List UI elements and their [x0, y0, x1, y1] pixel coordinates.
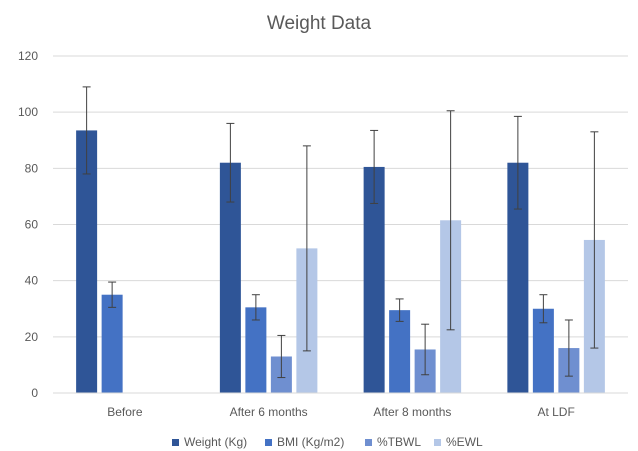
bar-2-3 — [389, 310, 411, 393]
legend-item: %EWL — [434, 435, 483, 449]
bar-2-1 — [101, 294, 123, 393]
x-category-label: Before — [107, 405, 143, 419]
legend-item: %TBWL — [365, 435, 421, 449]
error-bar-1-1 — [82, 86, 91, 175]
error-bar-2-3 — [395, 298, 404, 322]
legend-label: %EWL — [446, 435, 483, 449]
error-bar-2-4 — [539, 294, 548, 324]
legend-item: Weight (Kg) — [172, 435, 247, 449]
error-bar-2-1 — [108, 281, 117, 308]
legend: Weight (Kg) BMI (Kg/m2) %TBWL %EWL — [172, 435, 483, 449]
error-bar-4-3 — [446, 110, 455, 331]
legend-swatch — [434, 439, 441, 446]
error-bar-4-4 — [590, 131, 599, 349]
y-tick-label: 40 — [25, 274, 39, 288]
legend-label: Weight (Kg) — [184, 435, 247, 449]
y-tick-label: 20 — [25, 330, 39, 344]
bar-1-4 — [507, 162, 529, 393]
y-tick-label: 120 — [18, 49, 38, 63]
legend-item: BMI (Kg/m2) — [265, 435, 344, 449]
y-tick-label: 100 — [18, 105, 38, 119]
bar-1-3 — [363, 166, 385, 393]
x-axis-categories: Before After 6 months After 8 months At LDF — [107, 405, 575, 419]
error-bars — [82, 86, 599, 379]
error-bar-3-2 — [277, 334, 286, 379]
legend-swatch — [172, 439, 179, 446]
x-category-label: At LDF — [537, 405, 574, 419]
error-bar-1-3 — [370, 129, 379, 204]
bar-1-2 — [219, 162, 241, 393]
x-category-label: After 6 months — [230, 405, 308, 419]
error-bar-2-2 — [251, 294, 260, 321]
legend-swatch — [265, 439, 272, 446]
error-bar-3-4 — [564, 319, 573, 377]
bars — [76, 130, 605, 393]
bar-1-1 — [76, 130, 98, 393]
gridlines — [53, 55, 628, 338]
y-axis-ticks: 0 20 40 60 80 100 120 — [18, 49, 38, 400]
bar-2-2 — [245, 307, 267, 393]
legend-label: BMI (Kg/m2) — [277, 435, 344, 449]
error-bar-4-2 — [302, 145, 311, 352]
legend-label: %TBWL — [377, 435, 421, 449]
x-category-label: After 8 months — [373, 405, 451, 419]
bar-2-4 — [532, 308, 554, 393]
legend-swatch — [365, 439, 372, 446]
y-tick-label: 0 — [31, 386, 38, 400]
y-tick-label: 60 — [25, 218, 39, 232]
chart-title: Weight Data — [267, 13, 372, 34]
error-bar-1-4 — [513, 115, 522, 210]
error-bar-3-3 — [421, 323, 430, 376]
y-tick-label: 80 — [25, 161, 39, 175]
error-bar-1-2 — [226, 122, 235, 203]
